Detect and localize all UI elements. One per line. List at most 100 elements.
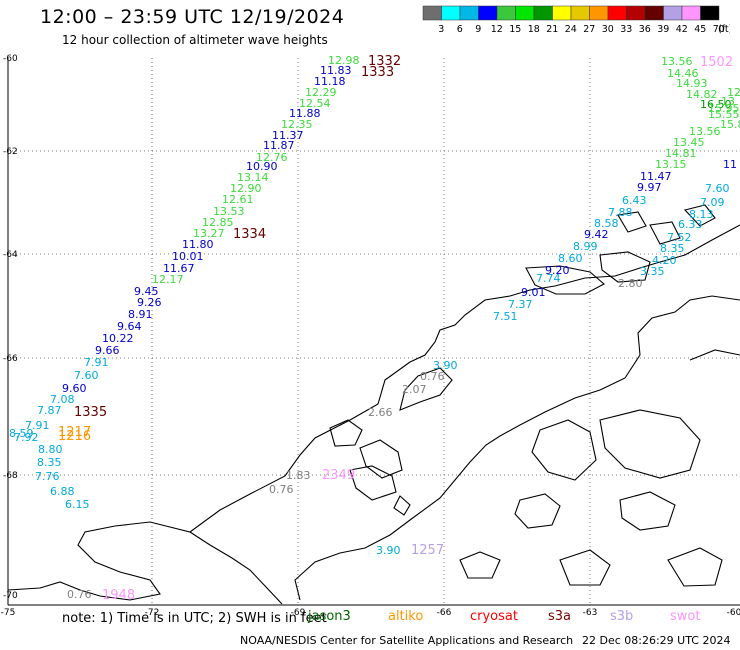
- wave-height-value: 10.22: [102, 332, 134, 345]
- wave-height-value: 0.76: [420, 370, 445, 383]
- wave-height-value: 8.13: [689, 208, 714, 221]
- colorbar-swatch: [441, 5, 461, 21]
- wave-height-value: 9.42: [584, 228, 609, 241]
- wave-height-value: 8.91: [128, 308, 153, 321]
- wave-height-value: 13.53: [213, 205, 245, 218]
- wave-height-value: 16.50: [700, 98, 732, 111]
- wave-height-value: 9.64: [117, 320, 142, 333]
- wave-height-value: 9.26: [137, 296, 162, 309]
- wave-height-value: 12.90: [230, 182, 262, 195]
- page-subtitle: 12 hour collection of altimeter wave hei…: [62, 33, 328, 47]
- colorbar-swatch: [626, 5, 646, 21]
- colorbar-swatch: [422, 5, 442, 21]
- latitude-label: -64: [3, 250, 18, 260]
- wave-height-value: 7.09: [700, 196, 725, 209]
- wave-height-value: 12.76: [256, 151, 288, 164]
- wave-height-value: 12.61: [222, 193, 254, 206]
- colorbar-label: 6: [457, 24, 463, 35]
- colorbar-label: 70: [713, 24, 725, 35]
- wave-height-value: 12.17: [152, 273, 184, 286]
- latitude-label: -60: [3, 54, 18, 64]
- footnote-text: note: 1) Time is in UTC; 2) SWH is in fe…: [62, 611, 327, 626]
- latitude-label: -68: [3, 471, 18, 481]
- colorbar-swatch: [515, 5, 535, 21]
- colorbar-label: 12: [491, 24, 503, 35]
- colorbar-label: 42: [676, 24, 688, 35]
- wave-height-value: 3.90: [433, 359, 458, 372]
- colorbar-label: 39: [657, 24, 669, 35]
- wave-height-value: 3.90: [376, 544, 401, 557]
- wave-height-value: 2.07: [402, 383, 427, 396]
- wave-height-value: 13.56: [689, 125, 721, 138]
- colorbar-label: 21: [546, 24, 558, 35]
- wave-height-value: 13.14: [237, 171, 269, 184]
- wave-height-value: 7.91: [84, 356, 109, 369]
- wave-height-value: 14.82: [686, 88, 718, 101]
- longitude-label: -60: [727, 608, 740, 618]
- wave-height-value: 8.59: [9, 427, 34, 440]
- wave-height-value: 13: [721, 95, 735, 108]
- colorbar-swatch: [570, 5, 590, 21]
- colorbar-swatch: [681, 5, 701, 21]
- latitude-label: -70: [3, 591, 18, 601]
- generated-timestamp: 22 Dec 08:26:29 UTC 2024: [582, 634, 731, 647]
- pass-time-label: 1502: [700, 55, 733, 70]
- wave-height-value: 9.60: [62, 382, 87, 395]
- wave-height-value: 10.01: [172, 250, 204, 263]
- wave-height-value: 11.18: [314, 75, 346, 88]
- wave-height-value: 11.87: [263, 139, 295, 152]
- wave-height-value: 14.81: [665, 147, 697, 160]
- wave-height-value: 12.85: [202, 216, 234, 229]
- wave-height-value: 6.43: [622, 194, 647, 207]
- wave-height-value: 15.55: [708, 108, 740, 121]
- colorbar-label: 24: [565, 24, 577, 35]
- wave-height-value: 6.33: [678, 218, 703, 231]
- wave-height-value: 11.83: [320, 64, 352, 77]
- wave-height-value: 4.20: [652, 254, 677, 267]
- colorbar-swatch: [644, 5, 664, 21]
- wave-height-value: 10.90: [246, 160, 278, 173]
- wave-height-value: 2.80: [618, 277, 643, 290]
- wave-height-value: 8.58: [594, 217, 619, 230]
- wave-height-value: 9.45: [134, 285, 159, 298]
- wave-height-value: 0.76: [269, 483, 294, 496]
- colorbar-label: 27: [583, 24, 595, 35]
- latitude-label: -62: [3, 147, 18, 157]
- colorbar-swatch: [478, 5, 498, 21]
- wave-height-value: 7.74: [536, 272, 561, 285]
- longitude-label: -66: [437, 608, 452, 618]
- colorbar-label: 45: [694, 24, 706, 35]
- footnote: note: 1) Time is in UTC; 2) SWH is in fe…: [62, 611, 327, 626]
- colorbar-swatch: [589, 5, 609, 21]
- satellite-legend-s3b: s3b: [610, 609, 634, 624]
- wave-height-value: 7.92: [14, 431, 39, 444]
- wave-height-value: 11.47: [640, 170, 672, 183]
- wave-height-value: 8.80: [38, 443, 63, 456]
- wave-height-value: 11.67: [163, 262, 195, 275]
- wave-height-value: 7.88: [608, 206, 633, 219]
- wave-height-value: 8.99: [573, 240, 598, 253]
- wave-height-value: 12.29: [305, 86, 337, 99]
- wave-height-value: 6.88: [50, 485, 75, 498]
- pass-time-label: 2349: [322, 468, 355, 483]
- wave-height-value: 11.37: [272, 129, 304, 142]
- satellite-legend-jason3: jason3: [308, 609, 351, 624]
- coastline: [7, 204, 740, 605]
- colorbar-swatch: [459, 5, 479, 21]
- wave-height-value: 7.52: [667, 231, 692, 244]
- wave-height-value: 9.66: [95, 344, 120, 357]
- wave-height-value: 9.01: [521, 286, 546, 299]
- wave-height-value: 8.35: [37, 456, 62, 469]
- wave-height-value: 7.91: [25, 419, 50, 432]
- wave-height-value: 7.08: [50, 393, 75, 406]
- wave-height-value: 7.37: [508, 298, 533, 311]
- wave-height-value: 13.27: [193, 227, 225, 240]
- wave-height-value: 12.54: [299, 97, 331, 110]
- pass-time-label: 1335: [74, 405, 107, 420]
- colorbar-swatch: [700, 5, 720, 21]
- wave-height-value: 15.95: [708, 102, 740, 115]
- wave-height-value: 14.46: [667, 67, 699, 80]
- longitude-label: -75: [1, 608, 16, 618]
